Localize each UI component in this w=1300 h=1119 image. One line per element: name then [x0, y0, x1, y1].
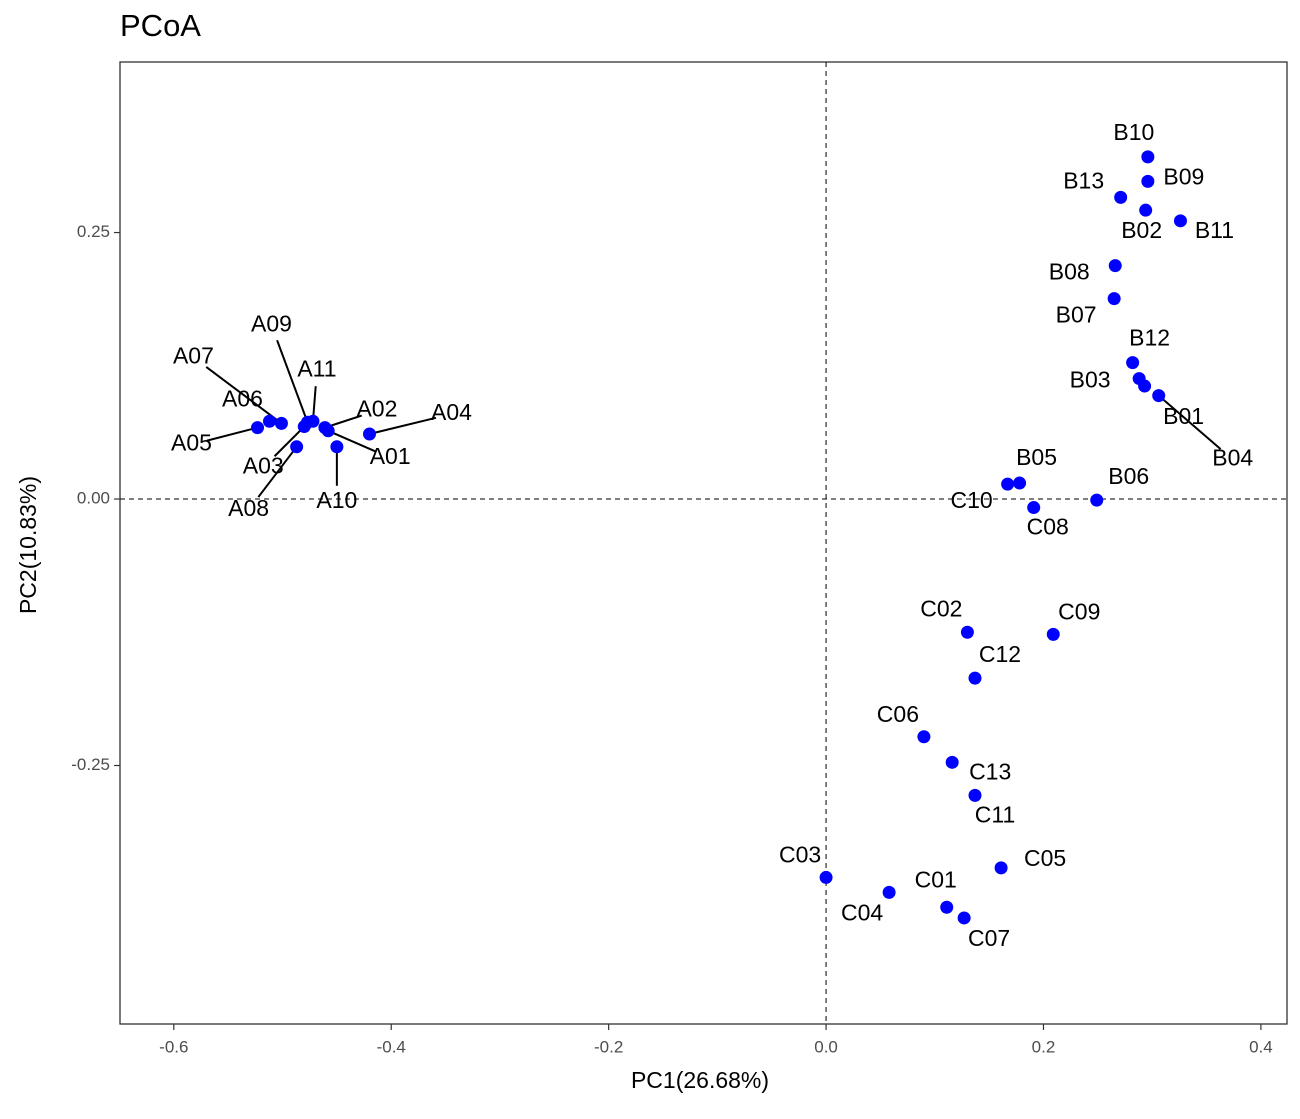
point — [1152, 389, 1166, 403]
point — [1108, 259, 1122, 273]
point — [330, 440, 344, 454]
point — [290, 440, 304, 454]
point-label: C06 — [877, 701, 919, 727]
point-label: C05 — [1024, 845, 1066, 871]
point-label: C12 — [979, 641, 1021, 667]
point — [1013, 476, 1027, 490]
x-tick-label: 0.0 — [814, 1037, 838, 1056]
point-label: A07 — [173, 342, 214, 368]
y-tick-label: 0.00 — [77, 489, 110, 508]
point — [262, 414, 276, 428]
point-label: B11 — [1195, 217, 1234, 243]
point-label: B02 — [1121, 217, 1162, 243]
point-label: B09 — [1163, 163, 1204, 189]
point-label: B01 — [1163, 403, 1204, 429]
point-label: A05 — [171, 430, 212, 456]
point — [917, 730, 931, 744]
leader-line — [206, 426, 258, 442]
x-tick-label: -0.4 — [377, 1037, 406, 1056]
point-label: C04 — [841, 899, 883, 925]
point-label: C01 — [915, 866, 957, 892]
point — [318, 421, 332, 435]
point — [362, 427, 376, 441]
point-label: C07 — [968, 925, 1010, 951]
point-label: A09 — [251, 310, 292, 336]
point-label: A08 — [228, 495, 269, 521]
point — [882, 885, 896, 899]
point-label: C08 — [1027, 514, 1069, 540]
leader-line — [369, 416, 437, 435]
leader-line — [205, 366, 283, 425]
point-label: C11 — [975, 801, 1016, 827]
point-label: B05 — [1016, 444, 1057, 470]
point-label: C10 — [951, 487, 993, 513]
point — [1141, 150, 1155, 164]
point — [957, 911, 971, 925]
y-tick-label: 0.25 — [77, 222, 110, 241]
point — [251, 421, 265, 435]
point-label: B08 — [1049, 259, 1090, 285]
point-label: B07 — [1056, 302, 1097, 328]
chart-title: PCoA — [120, 8, 201, 43]
point-label: B03 — [1070, 367, 1111, 393]
point — [819, 870, 833, 884]
point-label: C03 — [779, 842, 821, 868]
point — [968, 788, 982, 802]
point-label: B13 — [1063, 167, 1104, 193]
point — [960, 625, 974, 639]
point — [1139, 203, 1153, 217]
point — [1107, 292, 1121, 306]
point — [1114, 190, 1128, 204]
point — [1001, 477, 1015, 491]
point-label: B10 — [1113, 119, 1154, 145]
point — [274, 416, 288, 430]
leader-line — [257, 446, 298, 498]
point — [994, 861, 1008, 875]
point-label: B12 — [1129, 325, 1170, 351]
leader-line — [276, 339, 309, 423]
point-label: A03 — [243, 453, 284, 479]
point — [968, 671, 982, 685]
point-label: C13 — [969, 758, 1011, 784]
point — [945, 755, 959, 769]
x-tick-label: 0.2 — [1032, 1037, 1056, 1056]
x-tick-label: -0.2 — [594, 1037, 623, 1056]
point — [1027, 501, 1041, 515]
point-label: A02 — [356, 396, 397, 422]
leader-line — [1158, 394, 1222, 450]
point — [1173, 214, 1187, 228]
point — [940, 900, 954, 914]
point-label: A01 — [370, 443, 411, 469]
y-axis-title: PC2(10.83%) — [15, 476, 41, 614]
point-label: B04 — [1212, 445, 1253, 471]
point — [1046, 627, 1060, 641]
y-tick-label: -0.25 — [71, 755, 110, 774]
x-axis-title: PC1(26.68%) — [631, 1067, 769, 1093]
point-label: B06 — [1108, 463, 1149, 489]
point — [1132, 372, 1146, 386]
point-label: A10 — [316, 487, 357, 513]
leader-line — [327, 429, 376, 453]
point-label: A04 — [431, 399, 472, 425]
x-tick-label: -0.6 — [159, 1037, 188, 1056]
point-label: C02 — [920, 595, 962, 621]
point — [1141, 174, 1155, 188]
point — [1090, 493, 1104, 507]
point-label: A06 — [222, 385, 263, 411]
point — [306, 414, 320, 428]
leader-line — [273, 425, 305, 457]
point-label: A11 — [297, 355, 336, 381]
x-tick-label: 0.4 — [1249, 1037, 1273, 1056]
point — [1126, 356, 1140, 370]
point-label: C09 — [1058, 598, 1100, 624]
plot-frame — [119, 61, 1288, 1025]
